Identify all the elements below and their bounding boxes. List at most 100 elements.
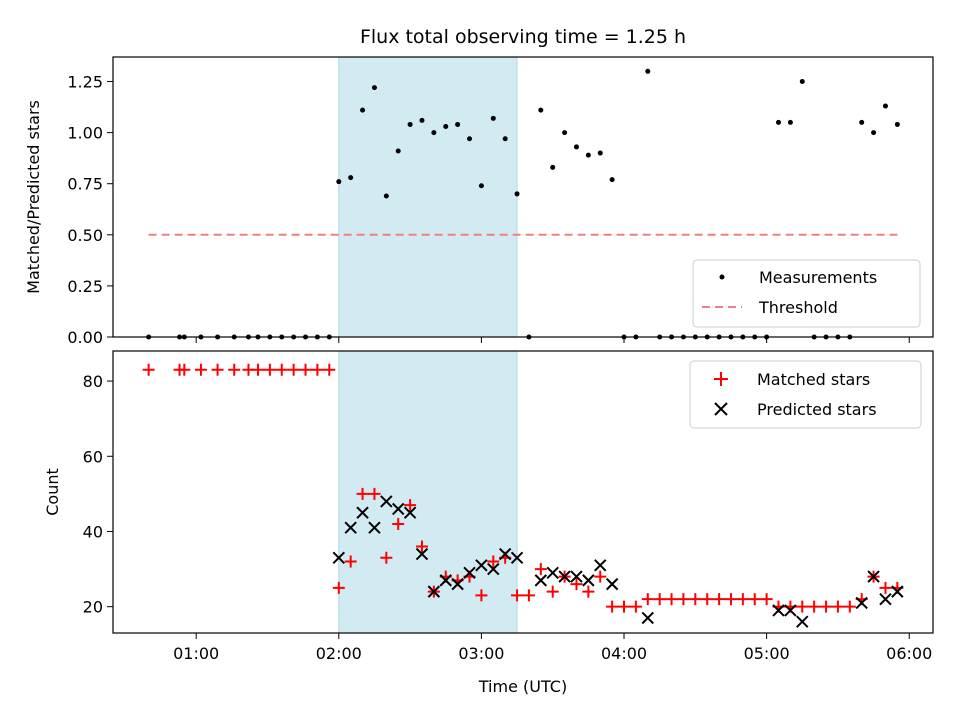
predicted-stars-point xyxy=(427,585,441,598)
matched-stars-point xyxy=(760,593,773,606)
measurement-point xyxy=(348,175,354,181)
bottom-x-axis-label: Time (UTC) xyxy=(478,677,567,696)
top-legend-box xyxy=(692,259,921,328)
matched-stars-point xyxy=(344,555,357,568)
x-tick-label: 04:00 xyxy=(601,644,647,663)
measurement-point xyxy=(562,130,568,136)
measurement-point xyxy=(490,115,496,121)
matched-stars-point xyxy=(299,363,312,376)
measurement-point xyxy=(882,103,888,109)
matched-stars-point xyxy=(368,487,381,500)
predicted-stars-point xyxy=(570,570,583,583)
predicted-stars-point xyxy=(546,566,559,580)
measurement-point xyxy=(645,68,651,74)
measurement-point xyxy=(383,193,389,199)
measurement-point xyxy=(336,179,342,185)
matched-stars-point xyxy=(546,585,559,598)
legend-matched-marker xyxy=(714,372,728,386)
matched-stars-point xyxy=(843,600,856,613)
predicted-stars-point xyxy=(641,611,654,625)
bottom-highlight-span xyxy=(338,350,518,634)
matched-stars-point xyxy=(251,363,264,376)
chart-title: Flux total observing time = 1.25 h xyxy=(360,26,686,48)
bottom-plot-frame xyxy=(112,350,934,634)
matched-stars-point xyxy=(748,593,761,606)
measurement-point xyxy=(573,144,579,150)
matched-stars-point xyxy=(356,487,369,500)
y-tick-label: 0.25 xyxy=(67,277,103,296)
predicted-stars-point xyxy=(475,559,488,572)
bottom-y-ticks: 20 40 60 80 xyxy=(83,372,113,617)
top-highlight-span xyxy=(338,56,518,338)
matched-stars-point xyxy=(820,600,833,613)
legend-predicted-label: Predicted stars xyxy=(757,400,877,419)
top-y-ticks: 0.00 0.25 0.50 0.75 1.00 1.25 xyxy=(67,73,113,347)
top-panel: 0.00 0.25 0.50 0.75 1.00 1.25 Flux total obse… xyxy=(24,26,934,347)
matched-stars-point xyxy=(415,540,428,553)
matched-stars-point xyxy=(570,578,583,591)
matched-stars-point xyxy=(594,570,607,583)
predicted-stars-point xyxy=(605,577,619,591)
bottom-data-marks xyxy=(142,363,904,628)
matched-stars-point xyxy=(194,363,207,376)
matched-stars-point xyxy=(582,585,595,598)
measurement-point xyxy=(787,119,793,125)
y-tick-label: 0.50 xyxy=(67,226,103,245)
predicted-stars-point xyxy=(855,596,868,610)
matched-stars-point xyxy=(736,593,749,606)
measurement-point xyxy=(478,183,484,189)
measurement-point xyxy=(502,136,508,142)
measurement-point xyxy=(538,107,544,113)
predicted-stars-point xyxy=(558,570,571,583)
legend-measurements-label: Measurements xyxy=(759,268,877,287)
matched-stars-point xyxy=(653,593,666,606)
measurement-point xyxy=(455,121,461,127)
predicted-stars-point xyxy=(392,502,405,516)
predicted-stars-point xyxy=(463,566,476,580)
predicted-stars-point xyxy=(498,547,512,561)
top-plot-frame xyxy=(112,56,934,338)
matched-stars-point xyxy=(618,600,631,613)
predicted-stars-point xyxy=(784,604,797,617)
predicted-stars-point xyxy=(772,604,785,617)
measurement-point xyxy=(443,123,449,129)
y-tick-label: 60 xyxy=(83,447,103,466)
measurement-point xyxy=(360,107,366,113)
measurement-point xyxy=(609,177,615,183)
predicted-stars-point xyxy=(439,574,452,587)
x-tick-label: 02:00 xyxy=(316,644,362,663)
bottom-legend-box xyxy=(689,360,922,429)
top-legend: Measurements Threshold xyxy=(692,259,921,328)
predicted-stars-point xyxy=(594,559,607,572)
bottom-y-axis-label: Count xyxy=(43,468,62,516)
measurement-point xyxy=(407,121,413,127)
matched-stars-point xyxy=(142,363,155,376)
predicted-stars-point xyxy=(487,562,500,576)
matched-stars-point xyxy=(713,593,726,606)
predicted-stars-point xyxy=(356,506,369,519)
y-tick-label: 0.75 xyxy=(67,175,103,194)
x-tick-label: 05:00 xyxy=(744,644,790,663)
matched-stars-point xyxy=(487,555,500,568)
matched-stars-point xyxy=(404,499,417,512)
measurement-point xyxy=(371,85,377,91)
measurement-point xyxy=(871,130,877,136)
predicted-stars-point xyxy=(380,495,393,508)
y-tick-label: 1.25 xyxy=(67,73,103,92)
legend-measurements-marker xyxy=(719,274,725,280)
matched-stars-point xyxy=(287,363,300,376)
predicted-stars-point xyxy=(879,592,892,606)
matched-stars-point xyxy=(534,563,547,576)
measurement-point xyxy=(467,136,473,142)
matched-stars-point xyxy=(677,593,690,606)
matched-stars-point xyxy=(392,517,405,530)
measurement-point xyxy=(597,150,603,156)
matched-stars-point xyxy=(522,589,535,602)
measurement-point xyxy=(776,119,782,125)
predicted-stars-point xyxy=(867,570,880,583)
y-tick-label: 20 xyxy=(83,598,103,617)
measurement-point xyxy=(395,148,401,154)
y-tick-label: 40 xyxy=(83,522,103,541)
matched-stars-point xyxy=(879,581,892,594)
